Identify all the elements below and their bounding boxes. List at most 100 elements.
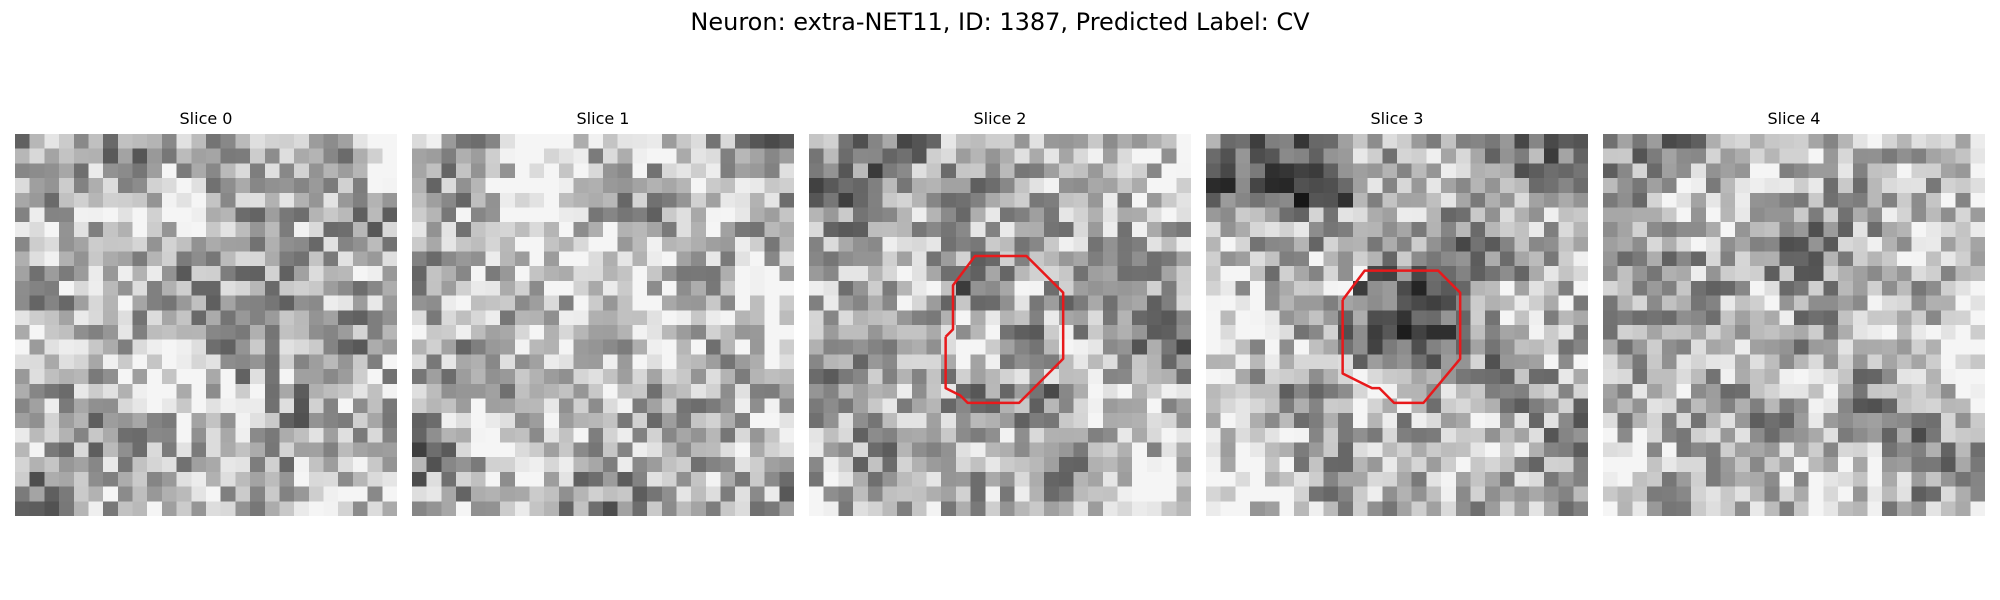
- pixel-cell: [1735, 486, 1751, 502]
- pixel-cell: [426, 369, 442, 385]
- pixel-cell: [1691, 471, 1707, 487]
- pixel-cell: [1411, 236, 1427, 252]
- pixel-cell: [1117, 207, 1133, 223]
- pixel-cell: [1294, 251, 1310, 267]
- pixel-cell: [1558, 501, 1574, 516]
- pixel-cell: [88, 207, 104, 223]
- pixel-cell: [103, 295, 119, 311]
- pixel-cell: [1720, 134, 1736, 149]
- pixel-cell: [103, 339, 119, 355]
- pixel-cell: [1823, 192, 1839, 208]
- pixel-cell: [735, 280, 751, 296]
- pixel-cell: [1970, 134, 1985, 149]
- pixel-cell: [1220, 413, 1236, 429]
- pixel-cell: [500, 339, 516, 355]
- pixel-cell: [1470, 457, 1486, 473]
- pixel-cell: [88, 295, 104, 311]
- pixel-cell: [1206, 369, 1221, 385]
- pixel-cell: [955, 207, 971, 223]
- pixel-cell: [617, 442, 633, 458]
- pixel-cell: [573, 486, 589, 502]
- pixel-cell: [1279, 178, 1295, 194]
- pixel-cell: [1720, 192, 1736, 208]
- pixel-cell: [1823, 295, 1839, 311]
- pixel-cell: [588, 354, 604, 370]
- pixel-cell: [1647, 310, 1663, 326]
- pixel-cell: [779, 280, 794, 296]
- pixel-cell: [1441, 398, 1457, 414]
- pixel-cell: [1338, 148, 1354, 164]
- pixel-cell: [1852, 442, 1868, 458]
- pixel-cell: [926, 339, 942, 355]
- pixel-cell: [558, 383, 574, 399]
- pixel-cell: [838, 310, 854, 326]
- pixel-cell: [1014, 295, 1030, 311]
- pixel-cell: [1676, 163, 1692, 179]
- pixel-cell: [1235, 192, 1251, 208]
- pixel-cell: [823, 383, 839, 399]
- pixel-cell: [1705, 501, 1721, 516]
- pixel-cell: [1543, 222, 1559, 238]
- pixel-cell: [441, 442, 457, 458]
- pixel-cell: [749, 207, 765, 223]
- pixel-cell: [1426, 236, 1442, 252]
- pixel-cell: [426, 310, 442, 326]
- pixel-cell: [1867, 222, 1883, 238]
- pixel-cell: [1323, 427, 1339, 443]
- pixel-cell: [88, 310, 104, 326]
- pixel-cell: [367, 266, 383, 282]
- pixel-cell: [220, 471, 236, 487]
- pixel-cell: [1705, 280, 1721, 296]
- pixel-cell: [853, 192, 869, 208]
- pixel-cell: [1058, 369, 1074, 385]
- pixel-cell: [1720, 163, 1736, 179]
- pixel-cell: [1264, 207, 1280, 223]
- pixel-cell: [1014, 413, 1030, 429]
- pixel-cell: [1867, 501, 1883, 516]
- pixel-cell: [1823, 222, 1839, 238]
- pixel-cell: [1352, 251, 1368, 267]
- pixel-cell: [294, 427, 310, 443]
- pixel-cell: [279, 413, 295, 429]
- pixel-cell: [720, 134, 736, 149]
- pixel-cell: [1661, 222, 1677, 238]
- pixel-cell: [485, 178, 501, 194]
- pixel-cell: [1455, 148, 1471, 164]
- pixel-cell: [161, 383, 177, 399]
- pixel-cell: [382, 251, 397, 267]
- pixel-cell: [29, 427, 45, 443]
- pixel-cell: [882, 369, 898, 385]
- pixel-cell: [647, 383, 663, 399]
- pixel-cell: [588, 310, 604, 326]
- pixel-cell: [1014, 457, 1030, 473]
- pixel-cell: [1661, 134, 1677, 149]
- pixel-cell: [500, 266, 516, 282]
- pixel-cell: [661, 266, 677, 282]
- pixel-cell: [779, 178, 794, 194]
- pixel-cell: [1308, 207, 1324, 223]
- pixel-cell: [1647, 442, 1663, 458]
- pixel-cell: [191, 325, 207, 340]
- pixel-cell: [941, 486, 957, 502]
- pixel-cell: [15, 236, 30, 252]
- pixel-cell: [911, 325, 927, 340]
- pixel-cell: [1206, 442, 1221, 458]
- pixel-cell: [1543, 457, 1559, 473]
- pixel-cell: [882, 148, 898, 164]
- pixel-cell: [1661, 369, 1677, 385]
- pixel-cell: [1352, 134, 1368, 149]
- pixel-cell: [514, 383, 530, 399]
- pixel-cell: [220, 236, 236, 252]
- pixel-cell: [1146, 163, 1162, 179]
- pixel-cell: [1397, 148, 1412, 164]
- pixel-cell: [1691, 134, 1707, 149]
- pixel-cell: [1529, 369, 1545, 385]
- pixel-cell: [1206, 295, 1221, 311]
- pixel-cell: [1926, 413, 1942, 429]
- pixel-cell: [661, 457, 677, 473]
- pixel-cell: [764, 354, 780, 370]
- pixel-cell: [1514, 486, 1530, 502]
- pixel-cell: [1411, 325, 1427, 340]
- pixel-cell: [897, 398, 913, 414]
- pixel-cell: [1323, 295, 1339, 311]
